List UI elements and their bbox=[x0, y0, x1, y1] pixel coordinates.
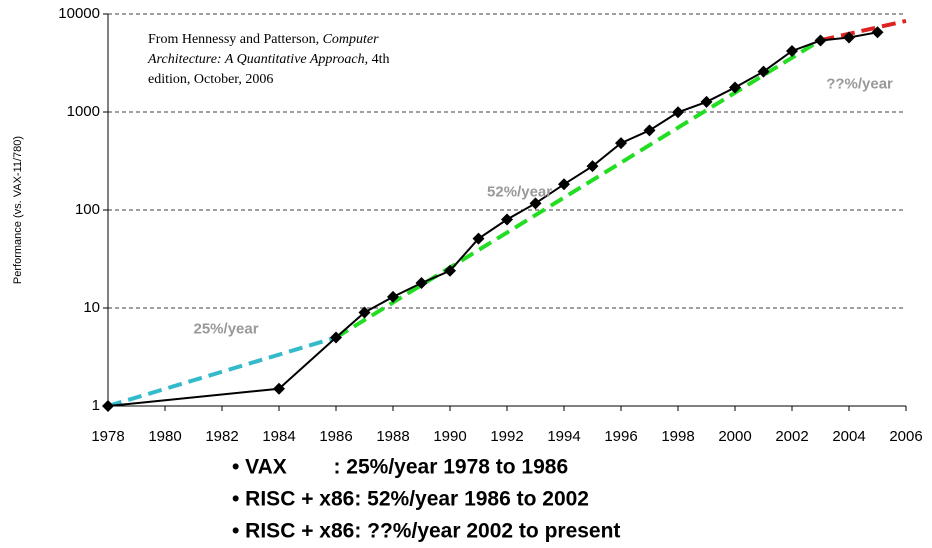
data-point bbox=[700, 95, 713, 108]
data-point bbox=[871, 26, 884, 39]
trend-line bbox=[334, 38, 822, 340]
note: • VAX : 25%/year 1978 to 1986 bbox=[232, 456, 568, 479]
y-tick-label: 1000 bbox=[67, 103, 100, 120]
x-tick-label: 2002 bbox=[775, 428, 808, 445]
x-tick-label: 1990 bbox=[433, 428, 466, 445]
source-segment: , 4th bbox=[365, 52, 390, 67]
source-segment: edition, October, 2006 bbox=[148, 72, 273, 87]
x-tick-label: 1992 bbox=[490, 428, 523, 445]
note: • RISC + x86: ??%/year 2002 to present bbox=[232, 520, 620, 543]
data-point bbox=[387, 290, 399, 303]
data-line bbox=[107, 31, 878, 407]
x-tick-label: 1984 bbox=[262, 428, 295, 445]
x-tick-label: 2006 bbox=[889, 428, 922, 445]
y-axis-label: Performance (vs. VAX-11/780) bbox=[12, 136, 24, 284]
x-tick-label: 2000 bbox=[718, 428, 751, 445]
source-note: Architecture: A Quantitative Approach, 4… bbox=[147, 52, 389, 67]
data-point bbox=[729, 81, 741, 94]
x-tick-label: 1998 bbox=[661, 428, 694, 445]
x-tick-label: 1980 bbox=[148, 428, 181, 445]
source-note: From Hennessy and Patterson, Computer bbox=[148, 32, 379, 47]
data-point bbox=[672, 106, 684, 119]
y-tick-label: 10 bbox=[83, 299, 100, 316]
y-tick-label: 1 bbox=[92, 397, 100, 414]
data-point bbox=[529, 197, 542, 210]
annotation: ??%/year bbox=[826, 76, 893, 93]
trend-line bbox=[820, 18, 907, 43]
data-point bbox=[814, 34, 827, 47]
data-point bbox=[615, 137, 627, 150]
annotation: 25%/year bbox=[194, 321, 259, 338]
data-point bbox=[444, 264, 456, 277]
data-point bbox=[586, 160, 599, 173]
annotation: 52%/year bbox=[487, 184, 552, 201]
x-tick-label: 2004 bbox=[832, 428, 865, 445]
y-tick-label: 10000 bbox=[58, 5, 100, 22]
data-point bbox=[330, 331, 342, 344]
x-tick-label: 1978 bbox=[91, 428, 124, 445]
data-point bbox=[472, 232, 485, 245]
data-point bbox=[757, 65, 770, 78]
data-point bbox=[102, 400, 114, 412]
source-note: edition, October, 2006 bbox=[148, 72, 273, 87]
data-point bbox=[501, 213, 513, 226]
data-point bbox=[273, 382, 285, 395]
data-point bbox=[558, 178, 570, 191]
trend-line bbox=[107, 335, 337, 408]
data-point bbox=[643, 124, 656, 137]
x-tick-label: 1986 bbox=[319, 428, 352, 445]
data-point bbox=[786, 44, 798, 57]
data-point bbox=[415, 276, 428, 289]
source-segment: Architecture: A Quantitative Approach bbox=[147, 52, 365, 67]
source-segment: Computer bbox=[323, 32, 380, 47]
source-segment: From Hennessy and Patterson, bbox=[148, 32, 323, 47]
data-point bbox=[358, 306, 371, 319]
x-tick-label: 1996 bbox=[604, 428, 637, 445]
note: • RISC + x86: 52%/year 1986 to 2002 bbox=[232, 488, 589, 511]
data-point bbox=[843, 31, 855, 44]
x-tick-label: 1988 bbox=[376, 428, 409, 445]
y-tick-label: 100 bbox=[75, 201, 100, 218]
x-tick-label: 1994 bbox=[547, 428, 580, 445]
x-tick-label: 1982 bbox=[205, 428, 238, 445]
